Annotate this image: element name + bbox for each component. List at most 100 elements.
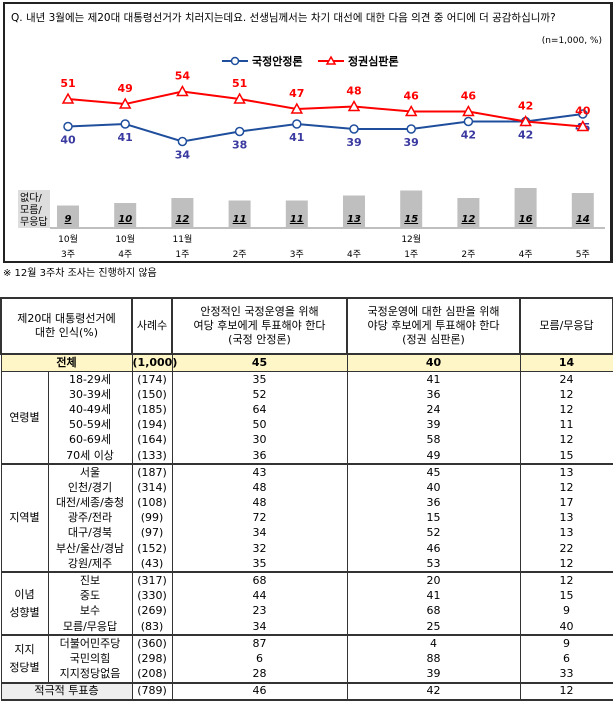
- bar: [343, 195, 365, 228]
- row-label: 70세 이상: [47, 447, 133, 465]
- cell-b: 49: [346, 447, 521, 465]
- data-label: 41: [289, 131, 304, 144]
- cell-c: 22: [519, 541, 613, 557]
- bar-value-label: 13: [347, 214, 361, 225]
- cell-n: (1,000): [131, 353, 177, 372]
- bar: [457, 198, 480, 228]
- x-tick-week: 4주: [519, 249, 533, 260]
- x-tick-week: 2주: [461, 249, 475, 260]
- header-dont-know: 모름/무응답: [519, 297, 613, 355]
- cell-a: 44: [171, 588, 348, 604]
- bar-value-label: 14: [576, 214, 590, 225]
- data-point-triangle: [233, 92, 246, 104]
- cell-n: (360): [131, 634, 173, 652]
- cell-c: 6: [519, 651, 613, 667]
- cell-c: 12: [519, 402, 613, 418]
- row-label: 60-69세: [47, 432, 133, 448]
- cell-a: 52: [171, 387, 348, 403]
- data-label: 46: [404, 90, 420, 103]
- cell-a: 34: [171, 619, 348, 636]
- bar-value-label: 12: [175, 214, 189, 225]
- group-label: 이념 성향별: [0, 571, 49, 636]
- cell-a: 35: [171, 371, 348, 388]
- table-row: 보수 (269) 23 68 9: [1, 603, 613, 619]
- data-label: 51: [60, 77, 75, 90]
- cell-a: 35: [171, 556, 348, 573]
- cell-n: (789): [131, 681, 173, 701]
- table-row: 강원/제주 (43) 35 53 12: [1, 556, 613, 573]
- cell-b: 88: [346, 651, 521, 667]
- legend-circle-marker-icon: [230, 56, 240, 66]
- cell-n: (269): [131, 603, 173, 619]
- cell-b: 20: [346, 571, 521, 589]
- cell-c: 40: [519, 619, 613, 636]
- cell-b: 40: [346, 480, 521, 496]
- cell-a: 32: [171, 541, 348, 557]
- data-point-circle: [177, 136, 188, 147]
- x-tick-week: 1주: [404, 249, 418, 260]
- header-stability: 안정적인 국정운영을 위해 여당 후보에게 투표해야 한다 (국정 안정론): [171, 297, 349, 355]
- cell-c: 15: [519, 447, 613, 465]
- table-row: 지지 정당별 더불어민주당 (360) 87 4 9: [0, 634, 613, 683]
- cell-b: 4: [346, 634, 521, 652]
- cell-a: 46: [171, 681, 348, 701]
- row-label: 지지정당없음: [47, 666, 133, 683]
- series-line-0: [67, 113, 583, 143]
- chart-panel: Q. 내년 3월에는 제20대 대통령선거가 치러지는데요. 선생님께서는 차기…: [3, 2, 613, 263]
- bar-value-label: 16: [519, 214, 533, 225]
- table-row: 70세 이상 (133) 36 49 15: [1, 447, 613, 465]
- cell-a: 23: [171, 603, 348, 619]
- bar-label-box: [18, 190, 50, 228]
- row-label: 18-29세: [47, 371, 133, 388]
- x-tick-month: 10월: [115, 233, 135, 245]
- table-row: 인천/경기 (314) 48 40 12: [1, 480, 613, 496]
- legend-label-1: 정권심판론: [348, 54, 399, 68]
- bar: [114, 203, 137, 228]
- cell-c: 11: [519, 417, 613, 433]
- cell-c: 12: [519, 387, 613, 403]
- bar-value-label: 10: [118, 214, 132, 225]
- cell-c: 12: [519, 681, 613, 701]
- footnote: ※ 12월 3주차 조사는 진행하지 않음: [3, 268, 157, 279]
- bar-value-label: 12: [461, 214, 475, 225]
- x-tick-week: 5주: [576, 249, 590, 260]
- cell-b: 58: [346, 432, 521, 448]
- data-point-triangle: [61, 92, 75, 104]
- data-point-circle: [349, 124, 359, 134]
- table-row: 지지정당없음 (208) 28 39 33: [1, 666, 613, 683]
- cell-b: 40: [346, 353, 521, 372]
- cell-c: 33: [519, 666, 613, 683]
- data-label: 49: [118, 82, 133, 95]
- unit-note: (n=1,000, %): [542, 36, 602, 46]
- cell-b: 42: [346, 681, 521, 701]
- data-point-circle: [234, 126, 245, 137]
- cell-n: (150): [131, 387, 173, 403]
- data-point-circle: [63, 121, 73, 132]
- cell-c: 12: [519, 556, 613, 573]
- bar-series-label: 무응답: [20, 216, 48, 228]
- header-judgment: 국정운영에 대한 심판을 위해 야당 후보에게 투표해야 한다 (정권 심판론): [346, 297, 522, 355]
- data-point-triangle: [576, 119, 590, 132]
- table-row: 대구/경북 (97) 34 52 13: [1, 525, 613, 542]
- cell-n: (314): [131, 480, 173, 496]
- row-label: 대구/경북: [47, 525, 133, 542]
- header-sample-size: 사례수: [131, 297, 174, 355]
- table-row: 국민의힘 (298) 6 88 6: [1, 651, 613, 667]
- data-point-triangle: [118, 97, 132, 109]
- table-row: 지역별 서울 (187) 43 45 13: [0, 463, 613, 573]
- cell-a: 34: [171, 525, 348, 542]
- cell-b: 46: [346, 541, 521, 557]
- cell-a: 68: [171, 571, 348, 589]
- data-label: 51: [232, 77, 247, 90]
- data-label: 42: [518, 129, 533, 142]
- row-label: 국민의힘: [47, 651, 133, 667]
- cell-c: 17: [519, 495, 613, 511]
- table-row: 30-39세 (150) 52 36 12: [1, 387, 613, 403]
- cell-b: 36: [346, 495, 521, 511]
- cell-b: 41: [346, 371, 521, 388]
- table-header-row: 제20대 대통령선거에 대한 인식(%) 사례수 안정적인 국정운영을 위해 여…: [0, 297, 613, 355]
- cell-b: 39: [346, 666, 521, 683]
- cell-c: 12: [519, 432, 613, 448]
- bar: [514, 188, 537, 228]
- data-point-circle: [406, 124, 416, 134]
